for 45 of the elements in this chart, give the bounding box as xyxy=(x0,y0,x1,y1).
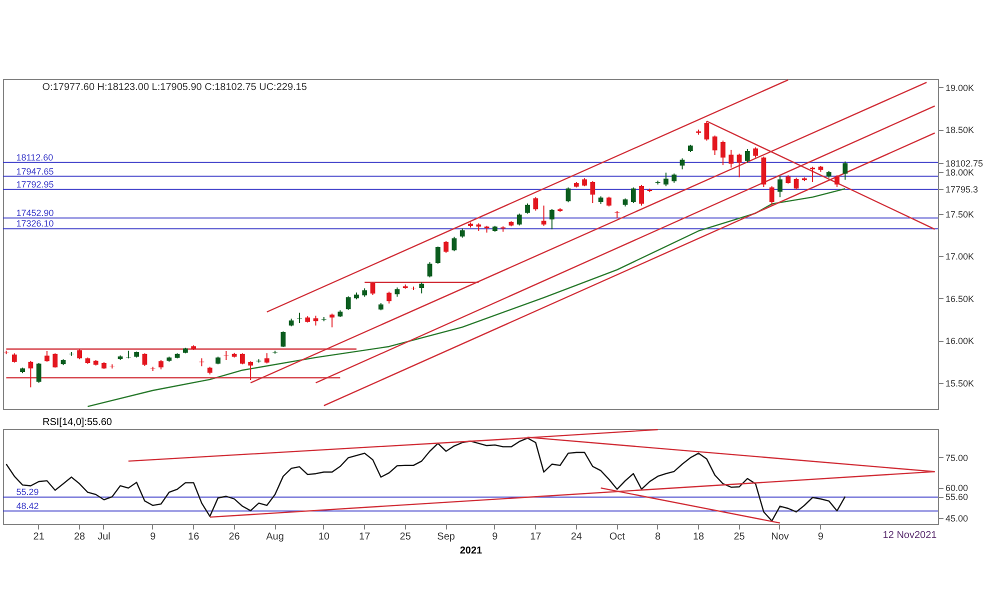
x-tick-label: Sep xyxy=(437,532,456,542)
x-tick-label: 26 xyxy=(228,532,240,542)
y-tick-label: 16.50K xyxy=(946,294,974,304)
y-tick-label: 18102.75 xyxy=(946,158,984,169)
x-tick-label: 9 xyxy=(492,532,498,542)
y-tick-label: 17.00K xyxy=(946,252,974,262)
x-tick-label: 8 xyxy=(655,532,662,542)
ref-line-label: 17947.65 xyxy=(16,166,54,176)
annotation: O:17977.60 H:18123.00 L:17905.90 C:18102.75 UC:229.15 xyxy=(42,82,308,93)
x-tick-label: Aug xyxy=(266,532,284,542)
y-tick-label: 15.50K xyxy=(946,378,974,388)
y-tick-label: 18.00K xyxy=(946,167,974,178)
y-tick-label: 55.60 xyxy=(946,492,968,502)
ref-line-label: 17326.10 xyxy=(16,218,54,229)
x-tick-label: 9 xyxy=(150,532,156,542)
ref-line-label: 55.29 xyxy=(16,487,39,498)
x-tick-label: 18 xyxy=(692,532,705,542)
x-axis-title: 2021 xyxy=(460,546,483,556)
y-tick-label: 60.00 xyxy=(946,483,968,494)
x-tick-label: 17 xyxy=(530,532,542,542)
ref-line-label: 48.42 xyxy=(16,501,39,512)
y-tick-label: 75.00 xyxy=(946,452,968,463)
ref-line-label: 18112.60 xyxy=(16,152,54,162)
y-tick-label: 17.50K xyxy=(946,210,974,220)
x-tick-label: 24 xyxy=(570,532,582,542)
y-tick-label: 45.00 xyxy=(946,513,968,524)
x-tick-label: Oct xyxy=(609,532,626,542)
x-tick-label: 9 xyxy=(818,532,824,542)
y-tick-label: 17795.3 xyxy=(946,184,978,195)
x-tick-label: Jul xyxy=(98,532,110,542)
x-tick-label: Nov xyxy=(771,532,789,542)
text: 12 Nov2021 xyxy=(882,530,938,541)
ref-line-label: 17792.95 xyxy=(16,179,54,190)
x-tick-label: 10 xyxy=(318,532,330,542)
x-tick-label: 16 xyxy=(188,532,200,542)
x-tick-label: 25 xyxy=(734,532,746,542)
y-tick-label: 19.00K xyxy=(946,82,974,93)
y-tick-label: 16.00K xyxy=(946,336,974,346)
chart-title: RSI[14,0]:55.60 xyxy=(42,417,112,428)
y-tick-label: 18.50K xyxy=(946,125,974,136)
x-tick-label: 21 xyxy=(33,532,45,542)
ref-line-label: 17452.90 xyxy=(16,208,54,218)
x-tick-label: 17 xyxy=(359,532,371,542)
x-tick-label: 28 xyxy=(74,532,86,542)
x-tick-label: 25 xyxy=(400,532,412,542)
